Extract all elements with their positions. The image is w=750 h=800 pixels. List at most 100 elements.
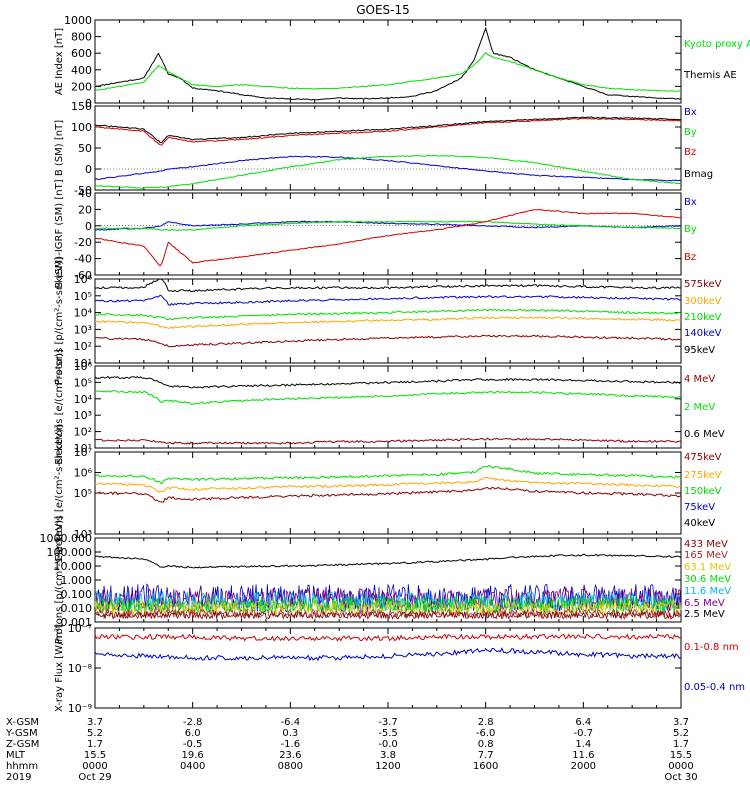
footer-cell: 0.3	[282, 728, 298, 739]
footer-cell: 5.2	[87, 728, 103, 739]
series-line-575kev	[94, 334, 682, 348]
footer-cell: 15.5	[670, 750, 692, 761]
legend-label: 63.1 MeV	[684, 562, 731, 573]
legend-label: 30.6 MeV	[684, 574, 731, 585]
panel-electrons2: 10³ 10⁵ 10⁶ 10⁷ Electrons [e/(cm²-s-sr-keV)]…	[54, 424, 722, 561]
legend-label: 475keV	[684, 452, 722, 463]
footer-cell: 6.0	[185, 728, 201, 739]
series-line-140kev	[94, 294, 682, 306]
legend-label: 433 MeV	[684, 539, 728, 550]
legend-label: 0.1-0.8 nm	[684, 642, 739, 653]
y-tick-label: 10⁻⁸	[68, 662, 93, 675]
legend-label: 275keV	[684, 470, 722, 481]
panel-bigrf: -60 -40 -20 0 20 40 B (SM)-IGRF (SM) [nT] Bx By B…	[54, 179, 697, 288]
legend-label: Bz	[684, 147, 696, 158]
footer-cell: 1.7	[673, 739, 689, 750]
y-tick-label: 1000	[64, 14, 92, 27]
legend-label: 4 MeV	[684, 374, 715, 385]
footer-cell: -3.7	[378, 717, 398, 728]
legend-label: By	[684, 224, 697, 235]
panel-protons2: 0.0010.0100.1001.00010.000100.0001000.00…	[40, 516, 732, 644]
footer-cell: -5.5	[378, 728, 398, 739]
series-line-300kev	[95, 316, 682, 329]
series-line-bx	[94, 155, 682, 182]
panel-xray: 10⁻⁹ 10⁻⁸ 10⁻⁷X-ray Flux [W/m²] 0.1-0.8 nm 0…	[54, 622, 745, 715]
y-tick-label: 10⁻⁷	[68, 622, 92, 635]
y-tick-label: 10³	[74, 528, 92, 541]
legend-label: 165 MeV	[684, 550, 728, 561]
footer-cell: 6.4	[575, 717, 591, 728]
footer-cell: -6.4	[281, 717, 301, 728]
footer-cell: 7.7	[478, 750, 494, 761]
series-line-2-mev	[94, 389, 682, 405]
legend-label: 6.5 MeV	[684, 598, 725, 609]
footer-cell: -2.8	[183, 717, 203, 728]
footer-cell: 1.7	[87, 739, 103, 750]
panel-protons1: 10¹ 10² 10³ 10⁴ 10⁵ 10⁶ Protons [p/(cm²-s-sr-k…	[54, 257, 722, 385]
legend-label: By	[684, 127, 697, 138]
series-line-2-5-mev	[94, 553, 682, 569]
y-tick-label: 10³	[74, 323, 92, 336]
ephemeris-footer: X-GSMY-GSMZ-GSMMLThhmm20193.75.21.715.50…	[5, 717, 698, 783]
footer-cell: 0400	[180, 761, 205, 772]
y-tick-label: 10¹	[74, 442, 92, 455]
series-line-0-05-0-4-nm	[94, 647, 682, 662]
footer-cell: 1600	[473, 761, 498, 772]
footer-cell: 0800	[278, 761, 303, 772]
y-tick-label: 50	[78, 142, 92, 155]
footer-cell: 19.6	[182, 750, 204, 761]
y-tick-label: 0	[85, 163, 92, 176]
y-tick-label: 10²	[74, 340, 92, 353]
footer-cell: 1.4	[575, 739, 591, 750]
footer-cell: 15.5	[84, 750, 106, 761]
panel-electrons1: 10¹ 10² 10³ 10⁴ 10⁵ 10⁶ Electrons [e/(cm²-s-sr…	[54, 349, 725, 465]
y-tick-label: 0	[85, 97, 92, 110]
footer-cell: 1200	[375, 761, 400, 772]
footer-row-label: Z-GSM	[6, 739, 39, 750]
footer-cell: 5.2	[673, 728, 689, 739]
series-line-by	[94, 154, 682, 189]
legend-label: 150keV	[684, 486, 722, 497]
series-line-bmag	[94, 116, 681, 144]
y-tick-label: 0.001	[61, 616, 93, 629]
footer-cell: 3.7	[87, 717, 103, 728]
footer-cell: Oct 30	[664, 772, 697, 783]
footer-row-label: Y-GSM	[5, 728, 38, 739]
series-line-275kev	[94, 476, 682, 493]
y-tick-label: 0.100	[61, 588, 93, 601]
y-tick-label: 10²	[74, 426, 92, 439]
y-tick-label: 600	[71, 47, 92, 60]
y-tick-label: 10⁶	[74, 360, 93, 373]
y-tick-label: 0	[85, 220, 92, 233]
series-line-4-mev	[94, 437, 682, 445]
series-line-themis-ae	[94, 26, 682, 101]
y-tick-label: 150	[71, 100, 92, 113]
footer-cell: 11.6	[572, 750, 594, 761]
y-tick-label: 20	[78, 203, 92, 216]
y-axis-label: B (SM)-IGRF (SM) [nT]	[54, 179, 65, 288]
footer-cell: 23.6	[279, 750, 301, 761]
noise-channel-line	[94, 610, 682, 621]
y-tick-label: 10.000	[54, 560, 93, 573]
y-axis-label: Protons [p/(cm²-s-sr-keV)]	[54, 516, 65, 644]
y-tick-label: 0.010	[61, 602, 93, 615]
series-line-210kev	[94, 308, 682, 321]
legend-label: Bmag	[684, 169, 713, 180]
footer-cell: 0000	[668, 761, 693, 772]
y-tick-label: 10⁴	[74, 393, 93, 406]
footer-cell: Oct 29	[78, 772, 111, 783]
y-axis-label: Electrons [e/(cm²-s-sr-keV)]	[54, 424, 65, 561]
y-axis-label: X-ray Flux [W/m²]	[54, 624, 65, 712]
y-tick-label: -20	[74, 236, 92, 249]
noise-channel-line	[94, 583, 682, 613]
y-tick-label: -50	[74, 184, 92, 197]
footer-cell: 3.8	[380, 750, 396, 761]
y-tick-label: 10⁶	[74, 467, 93, 480]
y-axis-label: Protons [p/(cm²-s-sr-keV)]	[54, 257, 65, 385]
y-tick-label: 10⁴	[74, 307, 93, 320]
footer-row-label: hhmm	[6, 761, 38, 772]
footer-cell: -0.0	[378, 739, 398, 750]
